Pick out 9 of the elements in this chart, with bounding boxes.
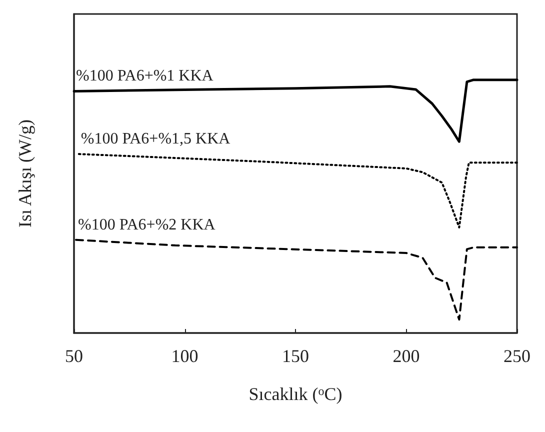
series-label: %100 PA6+%1 KKA bbox=[76, 68, 214, 85]
x-tick-label: 250 bbox=[504, 346, 530, 366]
x-tick-label: 200 bbox=[392, 346, 420, 366]
series-label: %100 PA6+%1,5 KKA bbox=[80, 130, 231, 148]
series-label: %100 PA6+%2 KKA bbox=[78, 216, 216, 234]
x-tick-label: 50 bbox=[65, 346, 83, 366]
y-axis-title: Isı Akışı (W/g) bbox=[15, 120, 35, 228]
x-tick-label: 150 bbox=[282, 346, 309, 366]
x-tick-label: 100 bbox=[171, 346, 198, 366]
